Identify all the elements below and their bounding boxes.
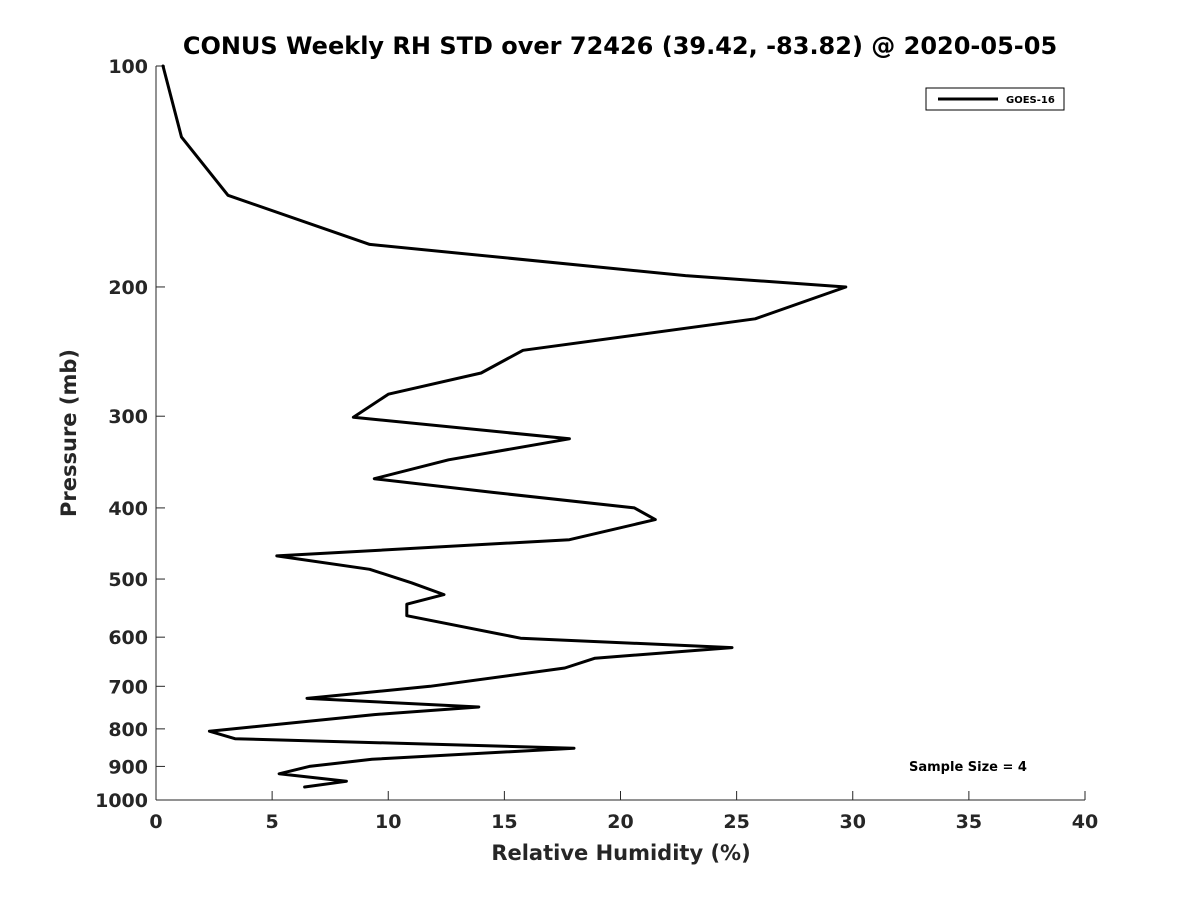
y-axis-label: Pressure (mb) [57, 349, 81, 517]
x-tick-label-40: 40 [1072, 811, 1098, 833]
x-tick-label-15: 15 [491, 811, 517, 833]
x-tick-label-0: 0 [149, 811, 162, 833]
y-tick-label-900: 900 [108, 756, 148, 778]
legend: GOES-16 [925, 87, 1065, 111]
x-tick-label-5: 5 [266, 811, 279, 833]
chart-title: CONUS Weekly RH STD over 72426 (39.42, -… [183, 32, 1057, 60]
y-tick-label-800: 800 [108, 719, 148, 741]
x-tick-label-20: 20 [607, 811, 633, 833]
x-axis-label: Relative Humidity (%) [491, 841, 750, 865]
sample-size-annotation: Sample Size = 4 [909, 760, 1027, 775]
x-tick-label-10: 10 [375, 811, 401, 833]
x-tick-label-35: 35 [956, 811, 982, 833]
legend-label-goes16: GOES-16 [1006, 95, 1055, 106]
y-tick-label-200: 200 [108, 277, 148, 299]
series-line-goes-16 [161, 64, 848, 789]
x-tick-label-25: 25 [723, 811, 749, 833]
x-tick-label-30: 30 [840, 811, 866, 833]
y-tick-label-1000: 1000 [95, 790, 148, 812]
y-tick-label-500: 500 [108, 569, 148, 591]
y-tick-label-100: 100 [108, 56, 148, 78]
y-tick-label-700: 700 [108, 676, 148, 698]
y-tick-label-400: 400 [108, 498, 148, 520]
plot-area: 0 5 10 15 20 25 30 35 40 100 200 300 400 500 600 700 800… [95, 56, 1098, 833]
y-tick-label-300: 300 [108, 406, 148, 428]
y-tick-label-600: 600 [108, 627, 148, 649]
